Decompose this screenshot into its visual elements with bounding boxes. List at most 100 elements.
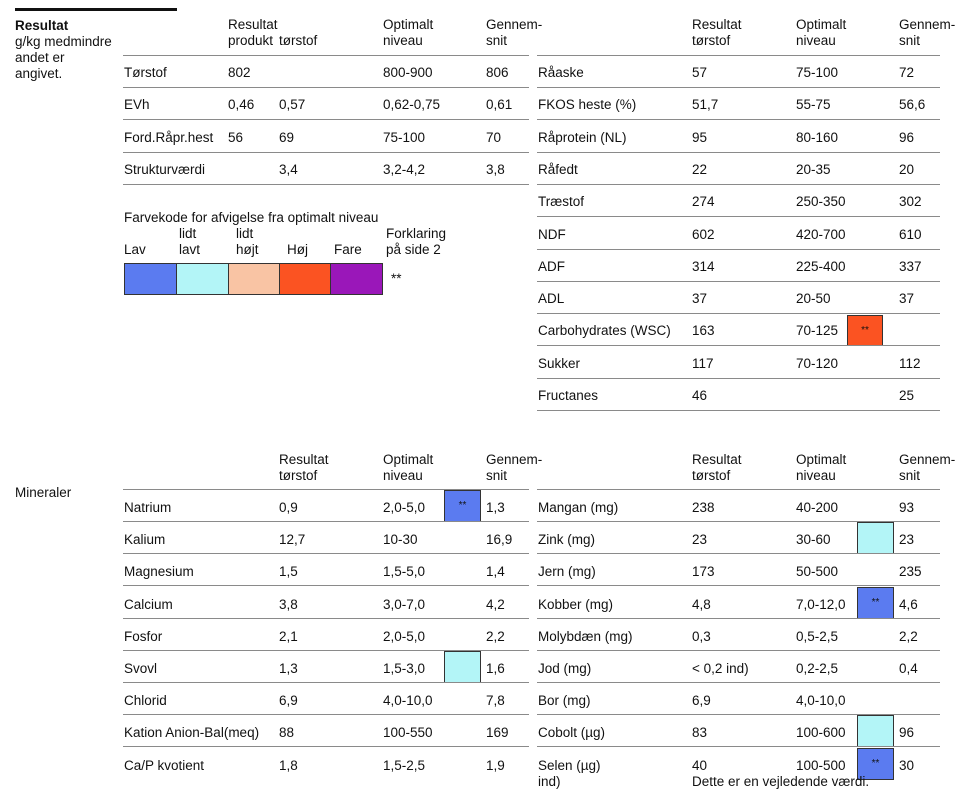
deviation-marker: ** bbox=[444, 490, 481, 522]
result-subtitle-line: g/kg medmindre bbox=[15, 34, 112, 49]
column-header-line: Resultat bbox=[692, 17, 742, 32]
average-value: 23 bbox=[899, 532, 915, 548]
optimal-range: 4,0-10,0 bbox=[796, 693, 846, 709]
legend-swatch bbox=[124, 263, 177, 295]
table-rule bbox=[123, 682, 529, 683]
optimal-range: 80-160 bbox=[796, 129, 839, 145]
result-value: 12,7 bbox=[279, 532, 306, 548]
row-label: Råfedt bbox=[538, 161, 578, 177]
table-rule bbox=[537, 313, 940, 315]
table-rule bbox=[537, 248, 940, 250]
row-label: Sukker bbox=[538, 355, 581, 371]
result-value: 51,7 bbox=[692, 97, 719, 113]
legend-label-line: højt bbox=[236, 242, 259, 257]
optimal-range: 70-120 bbox=[796, 355, 839, 371]
row-label: FKOS heste (%) bbox=[538, 97, 637, 113]
optimal-range: 1,5-3,0 bbox=[383, 661, 426, 676]
column-header-line: snit bbox=[899, 33, 921, 48]
average-value: 4,2 bbox=[486, 596, 505, 612]
column-header-line: tørstof bbox=[692, 468, 731, 483]
table-rule bbox=[537, 345, 940, 347]
optimal-range: 4,0-10,0 bbox=[383, 693, 433, 709]
table-rule bbox=[123, 119, 529, 121]
product-value: 802 bbox=[228, 65, 251, 80]
result-value: 238 bbox=[692, 500, 715, 515]
legend-label-line: Fare bbox=[334, 242, 362, 257]
result-value: 314 bbox=[692, 258, 715, 274]
table-rule bbox=[537, 649, 940, 651]
row-label: NDF bbox=[538, 226, 566, 242]
mineral-label: Ca/P kvotient bbox=[124, 757, 205, 773]
result-value: 1,5 bbox=[279, 564, 298, 580]
average-value: 30 bbox=[899, 757, 915, 773]
mineral-label: Zink (mg) bbox=[538, 532, 595, 548]
mineral-label: Fosfor bbox=[124, 628, 163, 644]
table-rule bbox=[537, 183, 940, 185]
deviation-marker: ** bbox=[857, 586, 894, 619]
average-value: 16,9 bbox=[486, 532, 513, 548]
result-value: 6,9 bbox=[279, 693, 298, 709]
result-value: 3,8 bbox=[279, 596, 298, 612]
mineral-label: Natrium bbox=[124, 500, 172, 515]
row-label: Råprotein (NL) bbox=[538, 129, 627, 145]
mineral-label: Jern (mg) bbox=[538, 564, 596, 580]
average-value: 610 bbox=[899, 226, 922, 242]
average-value: 1,3 bbox=[486, 500, 505, 515]
mineral-label: Bor (mg) bbox=[538, 693, 591, 709]
product-value: 56 bbox=[228, 129, 244, 145]
column-header-line: snit bbox=[486, 468, 508, 483]
legend-label-line: lidt bbox=[236, 226, 254, 241]
result-heading: Resultat bbox=[15, 18, 69, 33]
column-header-line: tørstof bbox=[279, 468, 318, 483]
optimal-range: 40-200 bbox=[796, 500, 839, 515]
optimal-range: 7,0-12,0 bbox=[796, 596, 846, 612]
optimal-range: 800-900 bbox=[383, 65, 433, 80]
result-value: 95 bbox=[692, 129, 708, 145]
mineral-label: Chlorid bbox=[124, 693, 167, 709]
column-header-line: tørstof bbox=[692, 33, 731, 48]
mineral-label: Svovl bbox=[124, 661, 158, 676]
top-rule bbox=[15, 8, 177, 11]
optimal-range: 100-600 bbox=[796, 725, 846, 741]
column-header-line: Optimalt bbox=[383, 452, 434, 467]
optimal-range: 10-30 bbox=[383, 532, 418, 548]
table-rule bbox=[537, 377, 940, 379]
mineral-label: Kation Anion-Bal(meq) bbox=[124, 725, 260, 741]
column-header-line: niveau bbox=[796, 468, 836, 483]
table-rule bbox=[123, 553, 529, 555]
drymatter-value: 69 bbox=[279, 129, 295, 145]
legend-explain-line: på side 2 bbox=[386, 242, 441, 257]
average-value: 1,9 bbox=[486, 757, 505, 773]
optimal-range: 30-60 bbox=[796, 532, 831, 548]
row-label: EVh bbox=[124, 97, 150, 113]
average-value: 7,8 bbox=[486, 693, 505, 709]
table-rule bbox=[123, 585, 529, 587]
result-value: 23 bbox=[692, 532, 708, 548]
mineral-label: Molybdæn (mg) bbox=[538, 628, 633, 644]
optimal-range: 75-100 bbox=[796, 65, 839, 80]
result-value: 602 bbox=[692, 226, 715, 242]
mineral-label: Kalium bbox=[124, 532, 166, 548]
optimal-range: 100-550 bbox=[383, 725, 433, 741]
deviation-marker: ** bbox=[857, 747, 894, 780]
optimal-range: 0,2-2,5 bbox=[796, 661, 839, 676]
optimal-range: 55-75 bbox=[796, 97, 831, 113]
legend-swatch bbox=[228, 263, 280, 295]
average-value: 70 bbox=[486, 129, 502, 145]
row-label: Tørstof bbox=[124, 65, 167, 80]
average-value: 37 bbox=[899, 291, 915, 307]
table-rule bbox=[537, 216, 940, 218]
legend-explain-line: Forklaring bbox=[386, 226, 447, 241]
result-subtitle-line: andet er bbox=[15, 50, 65, 65]
average-value: 96 bbox=[899, 725, 915, 741]
column-header-line: Gennem- bbox=[899, 17, 956, 32]
table-rule bbox=[537, 521, 940, 522]
result-value: 1,3 bbox=[279, 661, 298, 676]
optimal-range: 50-500 bbox=[796, 564, 839, 580]
optimal-range: 20-50 bbox=[796, 291, 831, 307]
mineral-label: Selen (µg) bbox=[538, 757, 601, 773]
result-value: 274 bbox=[692, 194, 715, 210]
mineral-label: Kobber (mg) bbox=[538, 596, 614, 612]
optimal-range: 2,0-5,0 bbox=[383, 500, 426, 515]
column-header-line: Optimalt bbox=[796, 17, 847, 32]
